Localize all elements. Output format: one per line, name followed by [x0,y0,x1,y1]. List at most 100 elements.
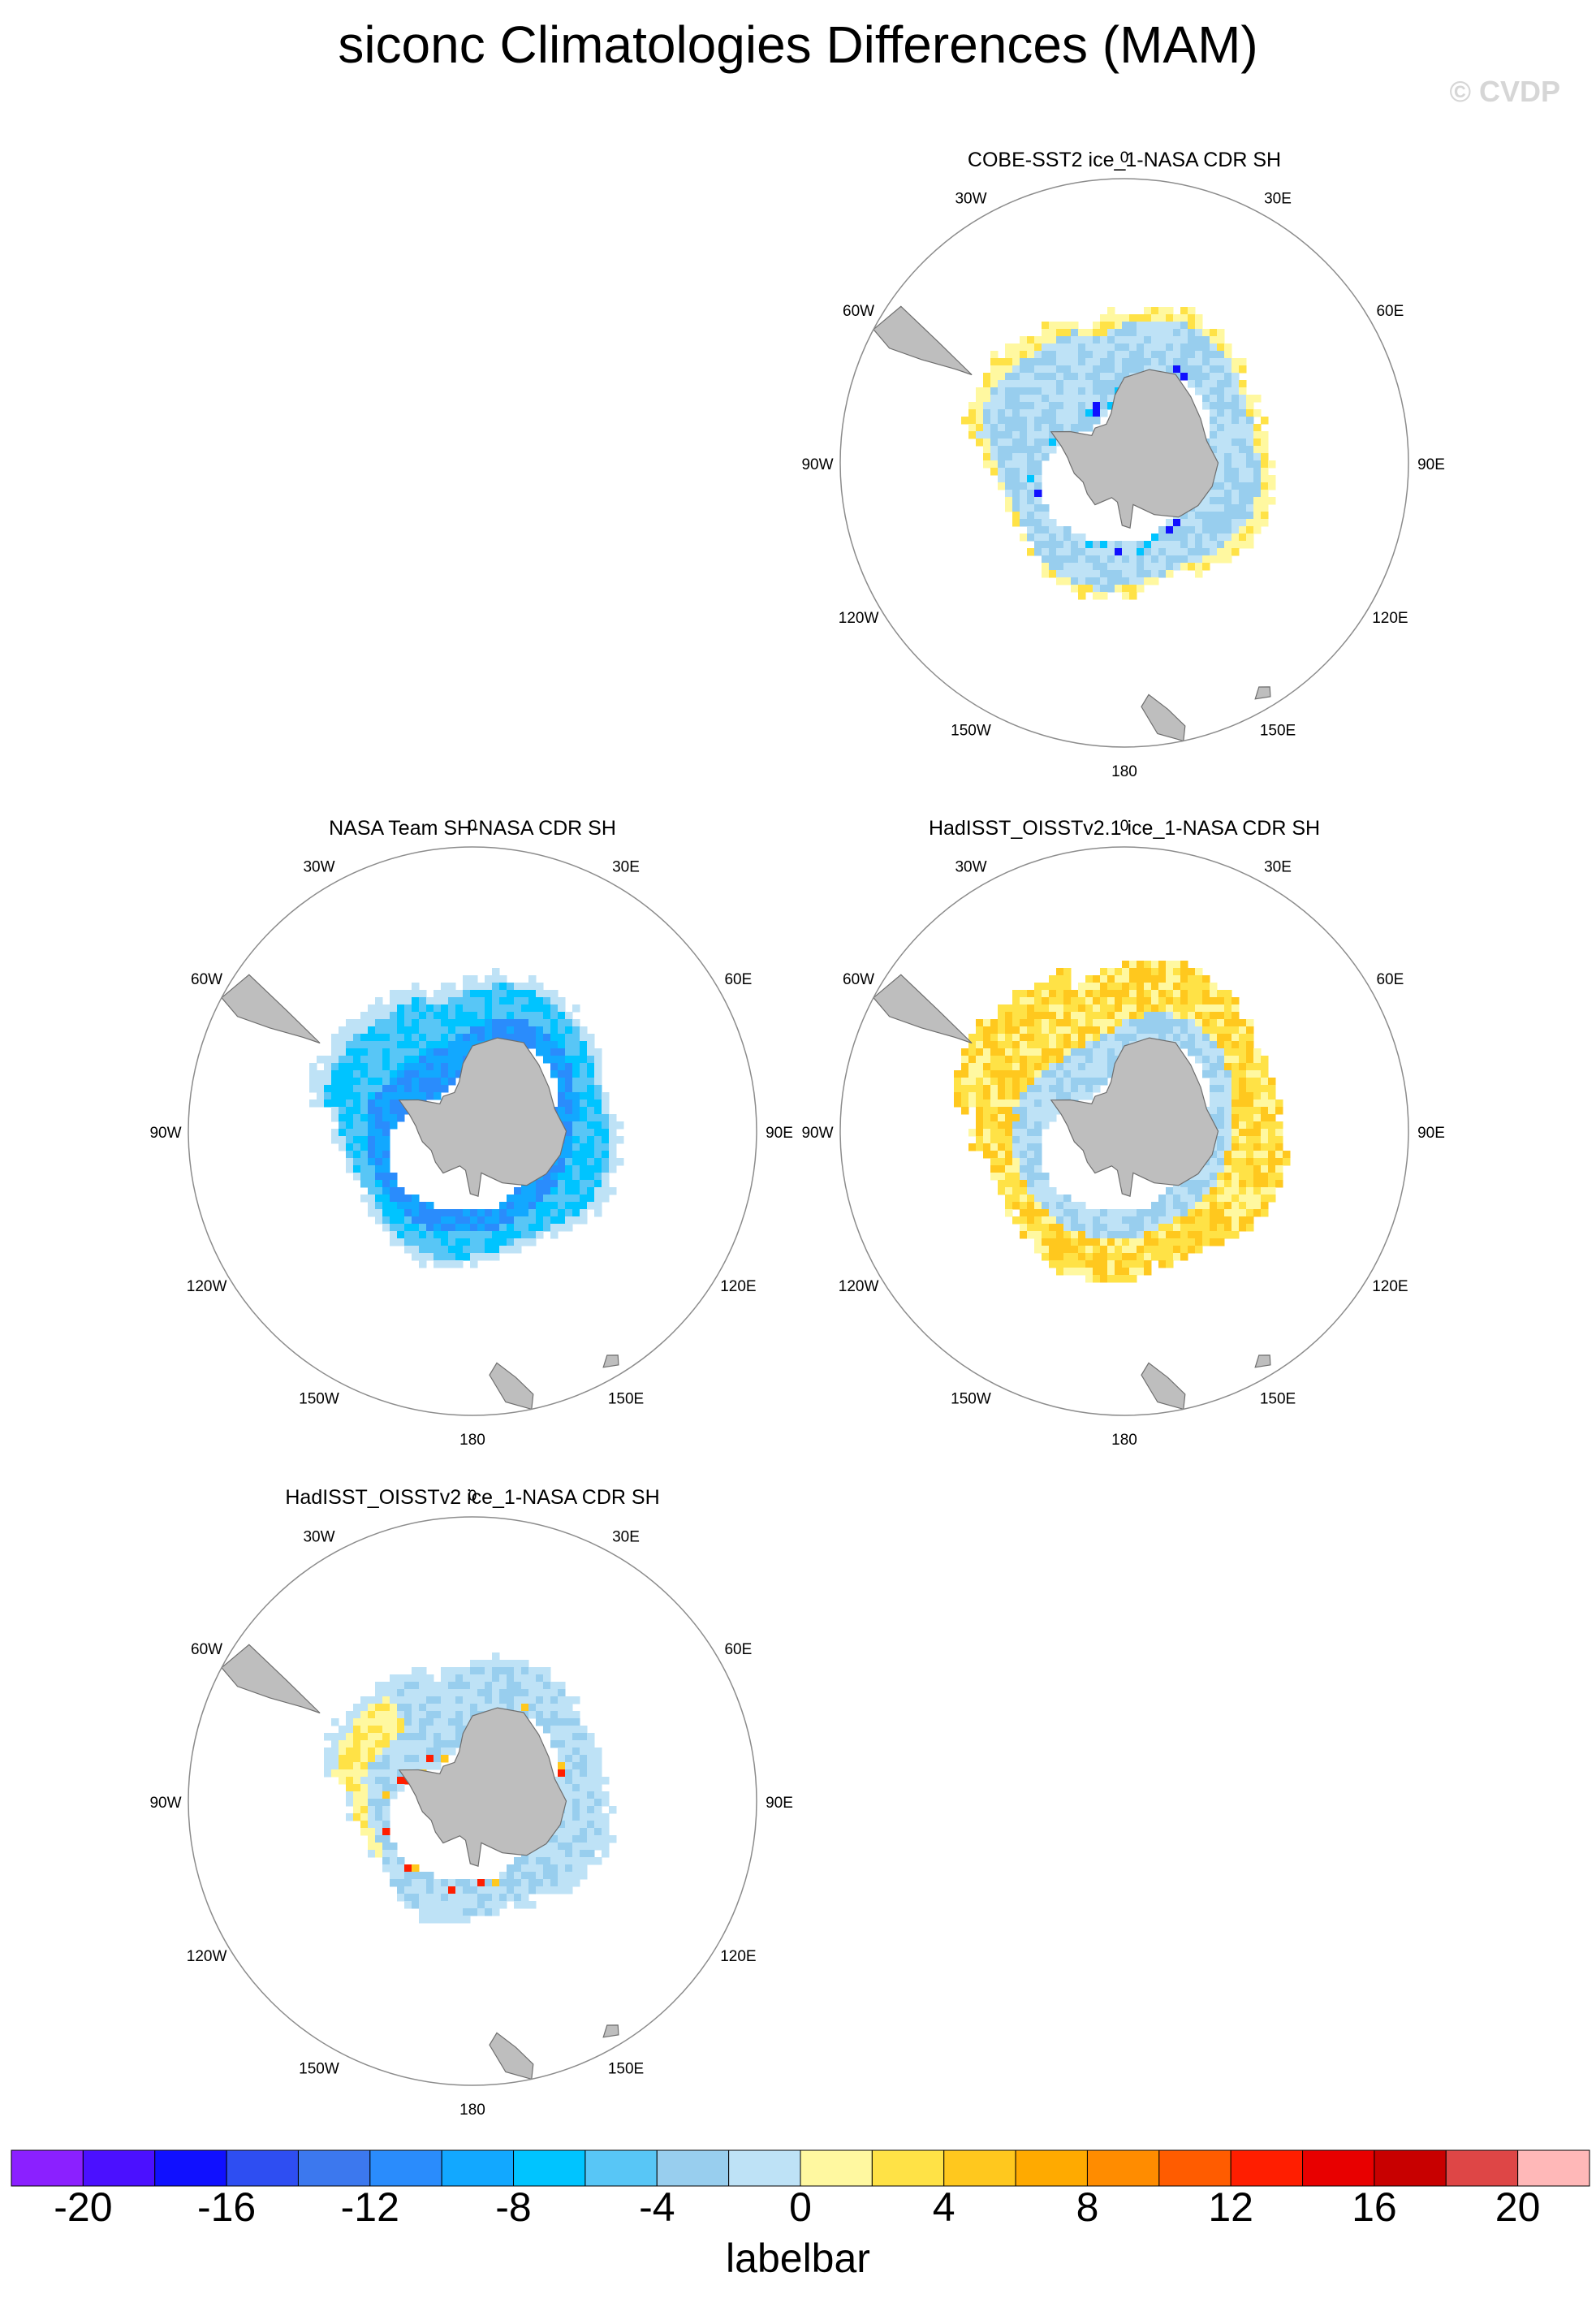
ice-cell [990,1034,999,1042]
ice-cell [1166,1019,1174,1027]
ice-cell [1005,460,1013,469]
ice-cell [1005,497,1013,505]
ice-cell [1078,380,1086,388]
ice-cell [1078,395,1086,403]
ice-cell [397,1085,405,1093]
ice-cell [1034,380,1042,388]
ice-cell [594,1085,602,1093]
ice-cell [1224,468,1232,476]
ice-cell [580,1864,588,1873]
ice-cell [1239,475,1247,483]
labelbar-box [369,2149,442,2187]
ice-cell [419,1696,427,1704]
ice-cell [550,1070,559,1078]
ice-cell [1224,1078,1232,1086]
ice-cell [1078,1004,1086,1013]
ice-cell [455,1696,464,1704]
ice-cell [412,1253,420,1261]
ice-cell [1210,1034,1218,1042]
ice-cell [1020,1085,1028,1093]
ice-cell [339,1726,347,1734]
ice-cell [346,1019,354,1027]
ice-cell [1093,1041,1101,1049]
ice-cell [499,1209,507,1217]
ice-cell [1063,417,1072,425]
ice-cell [1210,1224,1218,1232]
ice-cell [1071,1209,1079,1217]
ice-cell [565,1048,573,1056]
ice-cell [1158,1260,1167,1268]
ice-cell [1034,504,1042,512]
ice-cell [1217,1092,1225,1100]
ice-cell [375,1718,383,1726]
ice-cell [1049,570,1057,578]
ice-cell [441,1034,449,1042]
ice-cell [1239,1026,1247,1035]
ice-cell [1093,1246,1101,1254]
ice-cell [976,439,984,447]
ice-cell [1012,1085,1020,1093]
ice-cell [1188,380,1196,388]
ice-cell [1195,1195,1203,1203]
ice-cell [368,1173,376,1181]
ice-cell [514,1864,522,1873]
ice-cell [331,1129,339,1137]
ice-cell [1071,570,1079,578]
ice-cell [1239,1048,1247,1056]
ice-cell [521,1202,529,1210]
ice-cell [455,990,464,998]
ice-cell [1144,555,1152,564]
ice-cell [1012,1151,1020,1159]
ice-cell [1268,1173,1276,1181]
ice-cell [1042,1034,1050,1042]
ice-cell [1151,555,1159,564]
ice-cell [455,1019,464,1027]
ice-cell [375,997,383,1005]
ice-cell [594,1173,602,1181]
ice-cell [1071,1246,1079,1254]
ice-cell [976,1041,984,1049]
ice-cell [1268,1092,1276,1100]
ice-cell [558,1012,566,1020]
ice-cell [1144,1246,1152,1254]
ice-cell [1034,548,1042,556]
ice-cell [1173,555,1181,564]
ice-cell [1034,497,1042,505]
ice-cell [375,1726,383,1734]
ice-cell [1049,1063,1057,1071]
ice-cell [1078,570,1086,578]
ice-cell [1158,351,1167,359]
ice-cell [1122,329,1130,337]
ice-cell [1217,526,1225,534]
ice-cell [1275,1129,1283,1137]
panel-title: COBE-SST2 ice_1-NASA CDR SH [968,149,1281,171]
ice-cell [463,1253,471,1261]
ice-cell [375,1092,383,1100]
ice-cell [426,1894,434,1902]
ice-cell [1071,1268,1079,1276]
ice-cell [1246,395,1254,403]
ice-cell [346,1034,354,1042]
ice-cell [1224,439,1232,447]
ice-cell [1239,541,1247,549]
ice-cell [441,1238,449,1246]
ice-cell [1027,1099,1035,1108]
ice-cell [580,1733,588,1741]
ice-cell [1056,1026,1064,1035]
ice-cell [1217,1165,1225,1173]
ice-cell [1239,1114,1247,1122]
ice-cell [1034,1202,1042,1210]
ice-cell [565,1733,573,1741]
ice-cell [1093,322,1101,330]
ice-cell [1042,336,1050,344]
ice-cell [1202,1216,1210,1225]
ice-cell [1027,1048,1035,1056]
ice-cell [1180,1019,1188,1027]
ice-cell [521,1209,529,1217]
ice-cell [507,1209,515,1217]
ice-cell [1224,373,1232,381]
ice-cell [1195,358,1203,366]
ice-cell [1020,990,1028,998]
ice-cell [521,1195,529,1203]
ice-cell [1042,1099,1050,1108]
